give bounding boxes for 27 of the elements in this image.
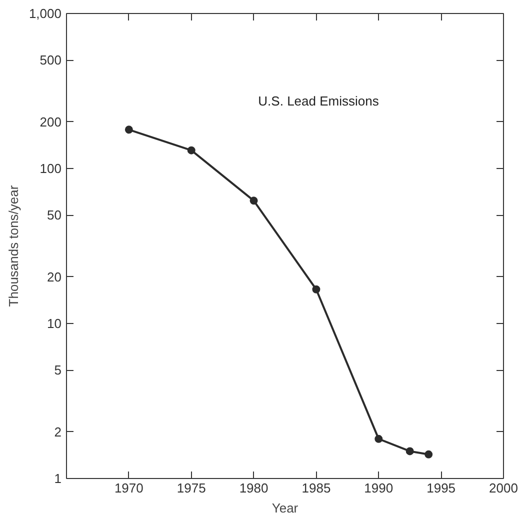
y-tick-label: 500	[40, 52, 62, 68]
x-tick-label: 2000	[489, 480, 518, 496]
point	[406, 447, 414, 456]
x-axis-title: Year	[272, 500, 299, 516]
y-tick-label: 1,000	[28, 6, 62, 21]
y-tick-label: 50	[47, 208, 62, 223]
y-axis-title: Thousands tons/year	[6, 184, 21, 307]
y-tick-label: 2	[54, 424, 62, 440]
y-tick-label: 20	[47, 269, 62, 284]
y-tick-label: 5	[54, 362, 62, 378]
point	[424, 450, 433, 458]
x-tick-label: 1980	[239, 480, 268, 496]
point	[124, 126, 133, 134]
x-tick-label: 1975	[176, 480, 206, 496]
y-tick-label: 10	[47, 316, 62, 331]
x-tick-label: 1990	[364, 480, 394, 496]
x-tick-label: 1970	[114, 480, 144, 496]
point	[312, 285, 320, 294]
x-tick-label: 1995	[426, 480, 456, 496]
text: U.S. Lead Emissions	[258, 94, 380, 108]
y-tick-label: 100	[40, 161, 62, 176]
point	[374, 434, 383, 443]
y-tick-label: 1	[54, 471, 62, 486]
x-tick-label: 1985	[302, 480, 331, 496]
y-tick-label: 200	[40, 114, 62, 130]
point	[250, 196, 258, 205]
point	[187, 146, 196, 154]
